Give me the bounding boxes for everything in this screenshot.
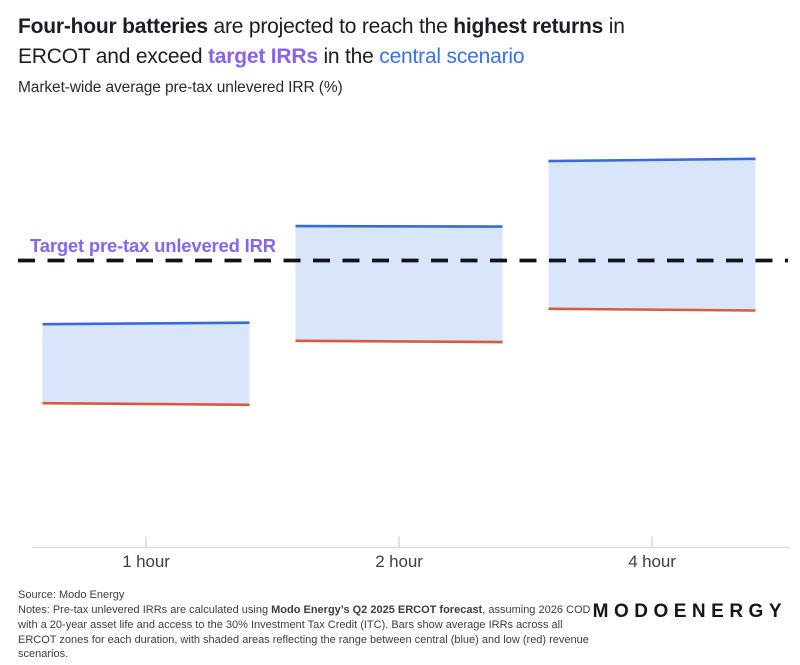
notes-segment-forecast: Modo Energy’s Q2 2025 ERCOT forecast (271, 604, 483, 616)
notes-line: Notes: Pre-tax unlevered IRRs are calcul… (18, 603, 600, 662)
chart-title-line-2: ERCOT and exceed target IRRs in the cent… (18, 42, 794, 72)
central-scenario-line-2-hour (295, 224, 503, 228)
title-segment: in the (317, 45, 380, 68)
x-axis-label-2-hour: 2 hour (375, 552, 423, 571)
chart-title-line-1: Four-hour batteries are projected to rea… (18, 12, 794, 42)
title-segment: ERCOT and exceed (18, 45, 208, 68)
central-scenario-line-1-hour (42, 321, 250, 326)
target-irr-label: Target pre-tax unlevered IRR (30, 235, 276, 256)
title-segment: highest returns (453, 15, 604, 38)
chart-title: Four-hour batteries are projected to rea… (18, 12, 794, 72)
central-scenario-line-4-hour (548, 157, 756, 163)
scenario-range-band-2-hour (295, 226, 503, 343)
low-scenario-line-2-hour (295, 339, 503, 344)
notes-segment: Notes: Pre-tax unlevered IRRs are calcul… (18, 604, 272, 616)
title-segment-target-irrs: target IRRs (207, 45, 318, 68)
title-segment: are projected to reach the (207, 15, 454, 38)
modo-energy-logo: MODOENERGY (592, 601, 787, 622)
low-scenario-line-4-hour (548, 307, 756, 312)
title-segment-central-scenario: central scenario (379, 45, 525, 68)
x-axis-label-4-hour: 4 hour (628, 552, 676, 571)
footer: Source: Modo Energy Notes: Pre-tax unlev… (18, 588, 600, 662)
x-axis-label-1-hour: 1 hour (122, 552, 170, 571)
title-segment: in (603, 15, 625, 38)
source-line: Source: Modo Energy (18, 589, 125, 601)
title-segment: Four-hour batteries (18, 15, 208, 38)
scenario-range-band-1-hour (42, 322, 250, 405)
notes-segment: , assuming 2026 COD with a 20-year asset… (18, 604, 591, 661)
scenario-range-band-4-hour (548, 158, 756, 311)
chart-subtitle: Market-wide average pre-tax unlevered IR… (18, 79, 343, 96)
low-scenario-line-1-hour (42, 401, 250, 407)
